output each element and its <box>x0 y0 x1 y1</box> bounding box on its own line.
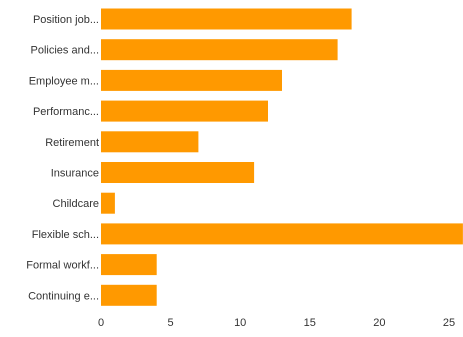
x-tick-label: 25 <box>443 317 455 329</box>
x-tick-label: 5 <box>168 317 174 329</box>
bar-employee-m <box>101 69 282 91</box>
bar-insurance <box>101 162 255 183</box>
x-tick-label: 10 <box>234 317 246 329</box>
category-label: Childcare <box>53 198 99 210</box>
bar-retirement <box>101 131 199 153</box>
bar-continuing-e <box>101 284 157 306</box>
category-label: Position job... <box>33 14 99 26</box>
category-label: Continuing e... <box>28 290 99 302</box>
bar-performanc <box>101 100 268 122</box>
category-label: Performanc... <box>33 106 99 118</box>
category-label: Policies and... <box>31 45 99 57</box>
category-label: Flexible sch... <box>32 229 99 241</box>
category-label: Retirement <box>45 137 99 149</box>
bars-layer <box>101 8 463 306</box>
bar-policies-and <box>101 39 338 61</box>
bar-formal-workf <box>101 254 157 276</box>
category-label: Insurance <box>51 168 99 180</box>
x-tick-label: 20 <box>373 317 385 329</box>
x-tick-label: 15 <box>304 317 316 329</box>
bar-flexible-sch <box>101 223 463 245</box>
bar-position-job <box>101 8 352 30</box>
category-label: Employee m... <box>29 75 99 87</box>
category-labels: Position job... Policies and... Employee m… <box>26 14 99 302</box>
x-tick-label: 0 <box>98 317 104 329</box>
x-axis-ticks: 0 5 10 15 20 25 <box>98 317 455 329</box>
bar-childcare <box>101 192 115 214</box>
category-label: Formal workf... <box>26 260 99 272</box>
